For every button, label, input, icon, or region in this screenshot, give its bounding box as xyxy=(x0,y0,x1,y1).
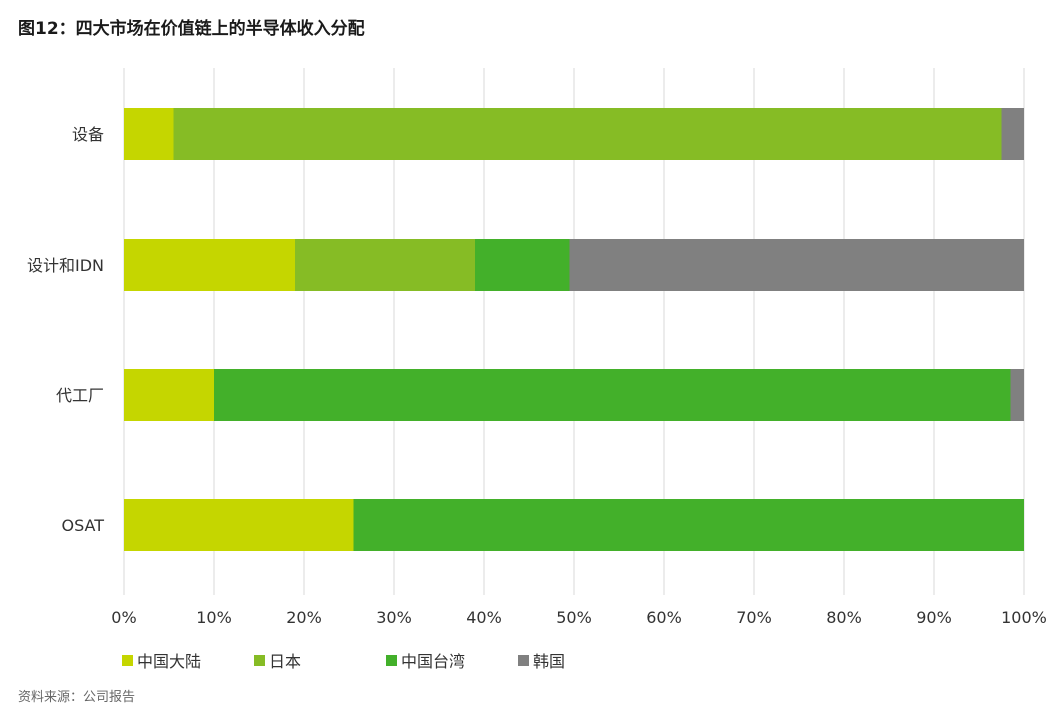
bar-segment xyxy=(214,369,1011,421)
legend-item: 韩国 xyxy=(518,648,636,672)
x-tick-label: 100% xyxy=(1001,608,1047,627)
legend-swatch xyxy=(386,654,397,666)
legend-swatch xyxy=(518,654,529,666)
y-category-label: 设计和IDN xyxy=(27,256,104,275)
legend-label: 韩国 xyxy=(533,652,566,671)
y-category-label: 设备 xyxy=(72,125,104,144)
y-category-label: 代工厂 xyxy=(56,386,104,405)
legend-swatch xyxy=(254,654,265,666)
bar-segment xyxy=(295,239,475,291)
x-tick-label: 80% xyxy=(826,608,862,627)
bar-segment xyxy=(124,499,354,551)
legend-label: 中国大陆 xyxy=(137,652,202,671)
y-category-label: OSAT xyxy=(61,516,104,535)
bar-segment xyxy=(124,239,295,291)
x-tick-label: 20% xyxy=(286,608,322,627)
legend-item: 日本 xyxy=(254,648,372,672)
x-tick-label: 10% xyxy=(196,608,232,627)
bar-segment xyxy=(124,108,174,160)
bar-segment xyxy=(1001,108,1024,160)
x-tick-label: 30% xyxy=(376,608,412,627)
chart-title: 图12：四大市场在价值链上的半导体收入分配 xyxy=(18,19,365,39)
bar-segment xyxy=(353,499,1024,551)
x-tick-label: 50% xyxy=(556,608,592,627)
x-tick-label: 90% xyxy=(916,608,952,627)
x-tick-label: 40% xyxy=(466,608,502,627)
legend-item: 中国大陆 xyxy=(122,648,240,672)
x-tick-label: 60% xyxy=(646,608,682,627)
bar-segment xyxy=(1010,369,1024,421)
legend-label: 日本 xyxy=(269,652,302,671)
bar-segment xyxy=(475,239,570,291)
legend: 中国大陆 日本 中国台湾 韩国 xyxy=(122,648,650,672)
legend-swatch xyxy=(122,654,133,666)
x-tick-label: 0% xyxy=(111,608,136,627)
x-tick-label: 70% xyxy=(736,608,772,627)
source-note: 资料来源：公司报告 xyxy=(18,690,136,705)
legend-label: 中国台湾 xyxy=(401,652,466,671)
bar-segment xyxy=(124,369,214,421)
legend-item: 中国台湾 xyxy=(386,648,504,672)
bar-segment xyxy=(569,239,1024,291)
bar-segment xyxy=(173,108,1002,160)
